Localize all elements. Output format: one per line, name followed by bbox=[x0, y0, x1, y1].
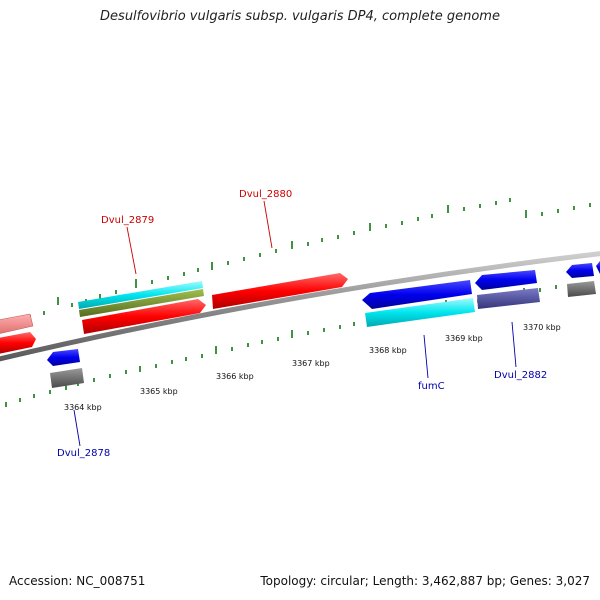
tick-label-3369: 3369 kbp bbox=[445, 334, 483, 343]
tick-label-3370: 3370 kbp bbox=[523, 323, 561, 332]
right-edge-gene-arrow-2[interactable] bbox=[596, 261, 600, 274]
tick-label-3368: 3368 kbp bbox=[369, 346, 407, 355]
gene-label-dvul-2878[interactable]: Dvul_2878 bbox=[57, 448, 110, 459]
fumc-gene-bar[interactable] bbox=[365, 298, 475, 327]
map-title: Desulfovibrio vulgaris subsp. vulgaris D… bbox=[100, 9, 500, 24]
gene-feature-pink[interactable] bbox=[0, 313, 34, 334]
right-edge-gene-arrow[interactable] bbox=[566, 263, 594, 278]
accession-label: Accession: NC_008751 bbox=[9, 574, 146, 588]
right-edge-gray-bar[interactable] bbox=[567, 281, 596, 297]
genome-summary-label: Topology: circular; Length: 3,462,887 bp… bbox=[260, 574, 590, 588]
dvul-2879-olive-bar[interactable] bbox=[79, 289, 204, 317]
dvul-2878-gray-bar[interactable] bbox=[50, 368, 84, 388]
dvul-2882-gene-arrow[interactable] bbox=[475, 270, 537, 290]
gene-label-dvul-2880[interactable]: Dvul_2880 bbox=[239, 189, 292, 200]
tick-label-3367: 3367 kbp bbox=[292, 359, 330, 368]
genome-backbone bbox=[0, 251, 600, 362]
tick-label-3365: 3365 kbp bbox=[140, 387, 178, 396]
fumc-neighbor-gene-arrow[interactable] bbox=[362, 280, 472, 309]
tick-label-3364: 3364 kbp bbox=[64, 403, 102, 412]
gene-label-fumc[interactable]: fumC bbox=[418, 381, 445, 392]
gene-callouts bbox=[73, 200, 517, 447]
dvul-2878-gene-arrow[interactable] bbox=[47, 349, 80, 366]
dvul-2880-gene-arrow[interactable] bbox=[212, 273, 348, 309]
gene-label-dvul-2879[interactable]: Dvul_2879 bbox=[101, 215, 154, 226]
dvul-2879-gene-arrow[interactable] bbox=[82, 299, 206, 334]
gene-label-dvul-2882[interactable]: Dvul_2882 bbox=[494, 370, 547, 381]
forward-tick-ring bbox=[29, 198, 591, 320]
dvul-2879-cyan-bar[interactable] bbox=[78, 281, 203, 309]
gene-feature-red-left[interactable] bbox=[0, 332, 36, 354]
dvul-2882-slate-bar[interactable] bbox=[477, 288, 540, 309]
tick-label-3366: 3366 kbp bbox=[216, 372, 254, 381]
